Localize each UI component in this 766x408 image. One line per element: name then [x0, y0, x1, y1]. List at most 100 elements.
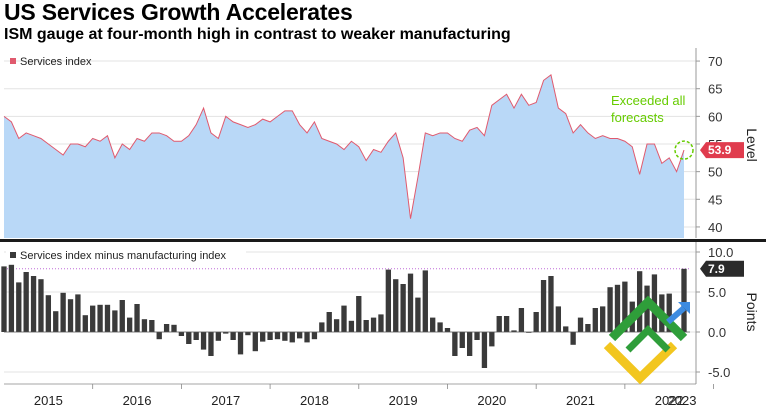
difference-bar: [422, 270, 428, 332]
difference-bar: [1, 266, 7, 332]
difference-bar: [260, 332, 266, 342]
difference-bar: [53, 311, 59, 332]
difference-bar: [489, 332, 495, 347]
difference-bar: [333, 319, 340, 332]
difference-bars: [1, 264, 687, 368]
difference-bar: [200, 332, 207, 350]
bottom-tick-label: 5.0: [708, 285, 726, 300]
logo-blue-arrowhead: [678, 302, 690, 314]
difference-bar: [533, 312, 539, 332]
chart-subtitle: ISM gauge at four-month high in contrast…: [4, 26, 511, 43]
x-tick-label: 2023: [668, 393, 697, 408]
difference-bar: [378, 314, 384, 332]
difference-bar: [193, 332, 199, 340]
top-tick-label: 50: [708, 165, 722, 180]
bottom-axis-title: Points: [744, 293, 760, 332]
difference-bar: [289, 332, 295, 343]
difference-bar: [614, 284, 621, 332]
services-area: [4, 74, 684, 238]
difference-bar: [30, 276, 37, 332]
watermark-logo: [603, 295, 690, 385]
difference-bar: [481, 332, 488, 368]
difference-bar: [496, 316, 502, 332]
difference-bar: [452, 332, 458, 356]
panel-divider: [0, 239, 766, 242]
difference-bar: [311, 332, 318, 340]
difference-bar: [82, 315, 88, 332]
difference-bar: [304, 332, 310, 343]
difference-bar: [622, 281, 628, 332]
x-tick-label: 2017: [211, 393, 240, 408]
difference-bar: [282, 332, 288, 341]
difference-bar: [592, 308, 598, 332]
difference-bar: [548, 276, 554, 332]
x-tick-label: 2015: [34, 393, 63, 408]
difference-bar: [356, 296, 362, 332]
top-badge-shape: [700, 142, 744, 159]
difference-bar: [415, 297, 421, 332]
top-last-value-badge: 53.9: [700, 142, 744, 159]
difference-bar: [363, 320, 369, 332]
difference-bar: [563, 326, 569, 332]
difference-bar: [430, 317, 436, 332]
difference-bar: [274, 332, 281, 340]
difference-bar: [577, 317, 584, 332]
difference-bar: [186, 332, 192, 344]
difference-bar: [511, 330, 517, 332]
bottom-tick-label: 10.0: [708, 245, 733, 260]
top-legend-swatch: [10, 58, 16, 64]
logo-yellow-chevron: [603, 341, 678, 385]
difference-bar: [385, 269, 392, 332]
difference-bar: [437, 322, 443, 332]
x-tick-label: 2020: [477, 393, 506, 408]
top-tick-label: 40: [708, 220, 722, 235]
difference-bar: [370, 317, 377, 332]
difference-bar: [215, 332, 222, 341]
difference-bar: [444, 328, 451, 332]
bottom-tick-label: -5.0: [708, 365, 730, 380]
top-tick-label: 65: [708, 82, 722, 97]
difference-bar: [156, 332, 162, 340]
difference-bar: [400, 284, 406, 332]
x-tick-label: 2019: [389, 393, 418, 408]
difference-bar: [600, 306, 606, 332]
difference-bar: [119, 300, 125, 332]
difference-bar: [97, 304, 103, 332]
forecast-annotation-line1: Exceeded all: [611, 93, 686, 108]
difference-bar: [319, 322, 325, 332]
difference-bar: [570, 332, 576, 345]
chart-title: US Services Growth Accelerates: [4, 0, 353, 25]
top-tick-label: 70: [708, 54, 722, 69]
bottom-badge-value: 7.9: [708, 262, 725, 276]
logo-blue-arrow: [666, 305, 686, 325]
difference-bar: [171, 324, 177, 332]
services-line: [3, 74, 685, 219]
top-legend: Services index: [10, 56, 92, 68]
bottom-legend: Services index minus manufacturing index: [6, 246, 246, 264]
forecast-annotation-line2: forecasts: [611, 110, 664, 125]
difference-bar: [348, 320, 355, 332]
difference-bar: [540, 280, 547, 332]
difference-bar: [45, 295, 52, 332]
logo-green-chevron-outer: [608, 295, 688, 342]
difference-bar: [636, 271, 643, 332]
difference-bar: [38, 279, 44, 332]
bottom-legend-label: Services index minus manufacturing index: [20, 250, 227, 262]
bottom-badge-shape: [700, 260, 744, 277]
difference-bar: [555, 306, 562, 332]
difference-bar: [16, 282, 22, 332]
difference-bar: [585, 324, 591, 332]
difference-bar: [341, 305, 347, 332]
bottom-legend-background: [6, 246, 246, 264]
difference-bar: [75, 294, 81, 332]
bottom-y-ticks: 10.0 5.0 0.0 -5.0: [696, 245, 733, 380]
difference-bar: [459, 332, 465, 348]
difference-bar: [8, 264, 15, 332]
x-tick-label: 2022: [655, 393, 684, 408]
difference-bar: [163, 324, 170, 332]
forecast-annotation-circle: [674, 140, 694, 160]
difference-bar: [112, 310, 118, 332]
difference-bar: [178, 332, 185, 336]
difference-bar: [245, 332, 251, 336]
